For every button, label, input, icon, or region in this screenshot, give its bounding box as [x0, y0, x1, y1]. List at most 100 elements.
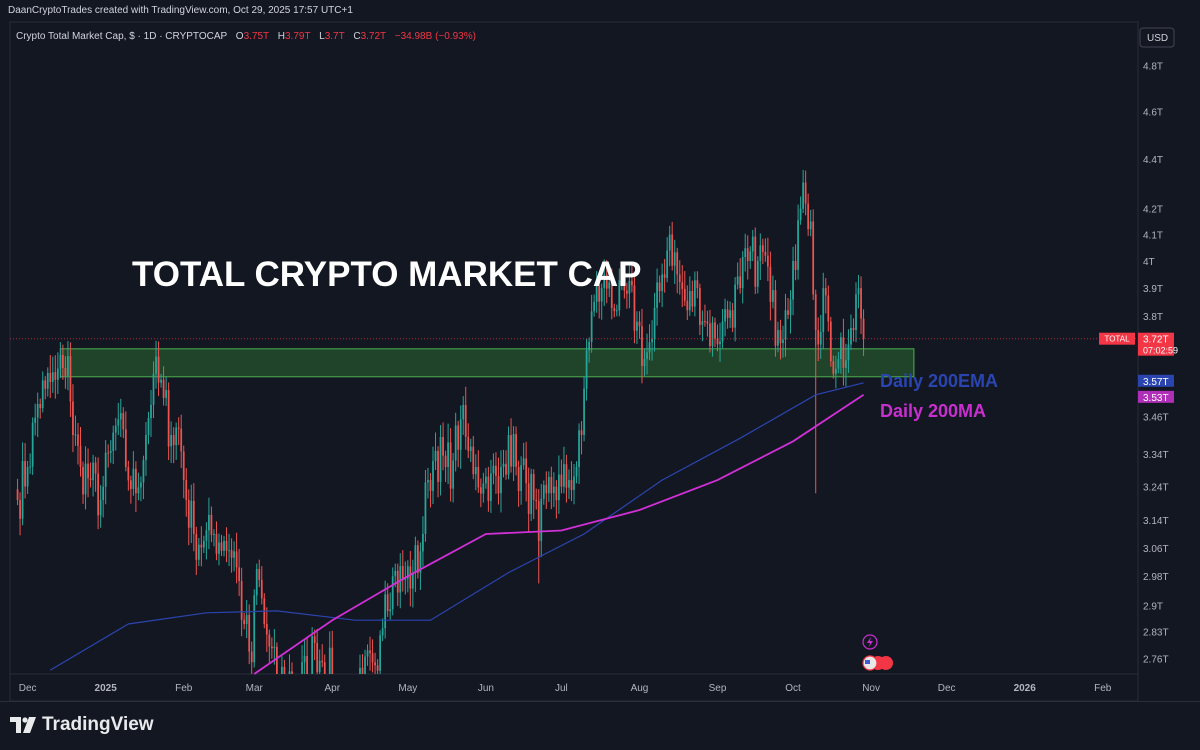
candle-body: [719, 341, 721, 345]
candle-body: [313, 636, 316, 643]
candle-body: [799, 208, 802, 221]
total-tag-label: TOTAL: [1104, 335, 1130, 344]
chart[interactable]: Crypto Total Market Cap, $ · 1D · CRYPTO…: [0, 0, 1200, 701]
candle-body: [444, 455, 447, 467]
moving-averages: [10, 338, 1138, 675]
candle-body: [21, 461, 24, 519]
candle-body: [331, 647, 334, 674]
candle-body: [401, 566, 404, 580]
candle-body: [452, 460, 455, 489]
candle-body: [238, 567, 241, 581]
candle-body: [364, 656, 366, 674]
candle-body: [459, 419, 462, 450]
currency-button[interactable]: USD: [1139, 27, 1175, 48]
candle-body: [376, 665, 379, 671]
candle-body: [51, 372, 54, 382]
candle-body: [681, 282, 684, 289]
candle-body: [787, 310, 789, 315]
candle-body: [610, 282, 613, 309]
candle-body: [467, 436, 470, 451]
candle-body: [633, 285, 636, 331]
candle-body: [190, 500, 193, 528]
candle-body: [809, 221, 812, 230]
candle-body: [706, 321, 709, 324]
x-tick-label: May: [398, 683, 417, 694]
candle-body: [653, 307, 656, 339]
candle-body: [620, 275, 623, 281]
candle-body: [855, 294, 857, 331]
candle-body: [578, 430, 580, 467]
candle-body: [291, 671, 293, 674]
candle-body: [532, 474, 535, 500]
candle-body: [766, 255, 769, 267]
candle-body: [419, 551, 422, 573]
candle-body: [537, 501, 540, 541]
candle-body: [220, 542, 223, 551]
candle-body: [417, 545, 419, 573]
y-tick-label: 4.8T: [1143, 62, 1163, 73]
candle-body: [437, 450, 439, 482]
candle-body: [764, 252, 767, 256]
candle-body: [454, 425, 457, 461]
candle-body: [210, 514, 213, 535]
candle-body: [89, 478, 92, 481]
candle-body: [797, 220, 799, 270]
x-tick-label: Jul: [555, 683, 568, 694]
candle-body: [205, 530, 208, 541]
candle-body: [774, 290, 777, 346]
candle-body: [857, 288, 860, 295]
ema-tag: [1138, 374, 1174, 387]
candle-body: [175, 427, 178, 446]
candle-body: [525, 458, 528, 484]
candle-body: [427, 480, 429, 483]
x-tick-label: Dec: [19, 683, 37, 694]
candle-body: [34, 417, 37, 423]
candle-body: [474, 466, 477, 475]
candle-body: [424, 482, 427, 534]
candle-body: [137, 487, 140, 494]
candle-body: [683, 288, 686, 301]
candle-body: [772, 290, 774, 302]
candle-body: [233, 551, 235, 558]
candle-body: [736, 276, 739, 285]
candle-body: [603, 274, 606, 289]
candle-body: [693, 280, 696, 307]
candle-body: [724, 309, 726, 322]
candle-body: [482, 483, 485, 494]
candle-body: [406, 566, 409, 579]
candle-body: [124, 429, 127, 467]
us-flag-icon[interactable]: [862, 655, 893, 671]
candle-body: [36, 403, 39, 418]
candle-body: [270, 646, 273, 649]
lightning-icon[interactable]: [862, 634, 878, 650]
candle-body: [457, 425, 460, 450]
candle-body: [185, 479, 188, 500]
candle-body: [255, 569, 258, 596]
candle-body: [580, 430, 583, 436]
candle-body: [535, 499, 538, 502]
candle-body: [49, 372, 52, 382]
candle-body: [157, 356, 160, 383]
plot-pane: [9, 21, 1139, 701]
tradingview-logo[interactable]: TradingView: [10, 714, 154, 736]
candle-body: [328, 647, 331, 674]
x-tick-label: Feb: [1094, 683, 1112, 694]
candle-body: [92, 462, 94, 481]
last-price-tag: [1138, 332, 1174, 356]
candle-body: [643, 359, 646, 367]
candle-body: [243, 619, 246, 625]
candle-body: [502, 463, 505, 468]
candle-body: [490, 473, 492, 502]
candle-body: [59, 355, 62, 369]
candle-body: [361, 667, 364, 674]
candle-body: [605, 274, 608, 289]
candle-body: [384, 594, 387, 629]
candle-body: [112, 432, 115, 451]
x-tick-label: Dec: [938, 683, 956, 694]
candle-body: [540, 498, 543, 541]
candle-body: [522, 458, 525, 466]
candle-body: [160, 379, 162, 383]
candle-body: [429, 480, 432, 491]
candle-body: [505, 463, 507, 475]
candle-body: [235, 551, 238, 568]
